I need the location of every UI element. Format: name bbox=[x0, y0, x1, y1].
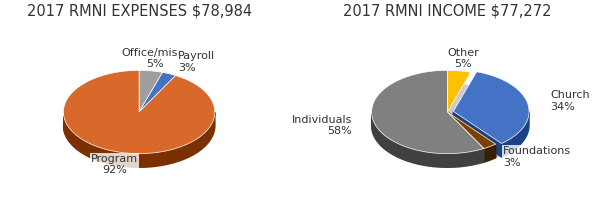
Ellipse shape bbox=[64, 84, 215, 167]
Text: Payroll
3%: Payroll 3% bbox=[178, 52, 215, 73]
Ellipse shape bbox=[371, 84, 523, 167]
Title: 2017 RMNI INCOME $77,272: 2017 RMNI INCOME $77,272 bbox=[343, 4, 551, 19]
Text: Other
5%: Other 5% bbox=[447, 48, 479, 69]
Polygon shape bbox=[371, 70, 484, 154]
Text: Program
92%: Program 92% bbox=[91, 154, 138, 175]
Text: Church
34%: Church 34% bbox=[550, 90, 590, 112]
Polygon shape bbox=[502, 112, 529, 157]
Text: Office/misc.
5%: Office/misc. 5% bbox=[121, 48, 188, 69]
Text: Foundations
3%: Foundations 3% bbox=[503, 146, 571, 167]
Polygon shape bbox=[448, 112, 484, 162]
Polygon shape bbox=[371, 114, 484, 167]
Polygon shape bbox=[64, 70, 215, 154]
Polygon shape bbox=[454, 72, 529, 143]
Polygon shape bbox=[139, 72, 176, 112]
Polygon shape bbox=[139, 70, 163, 112]
Polygon shape bbox=[484, 144, 496, 162]
Polygon shape bbox=[64, 112, 215, 167]
Text: Individuals
58%: Individuals 58% bbox=[292, 115, 352, 136]
Polygon shape bbox=[448, 112, 496, 149]
Polygon shape bbox=[448, 112, 484, 162]
Polygon shape bbox=[448, 70, 471, 112]
Polygon shape bbox=[454, 111, 502, 157]
Title: 2017 RMNI EXPENSES $78,984: 2017 RMNI EXPENSES $78,984 bbox=[26, 4, 251, 19]
Polygon shape bbox=[448, 112, 496, 158]
